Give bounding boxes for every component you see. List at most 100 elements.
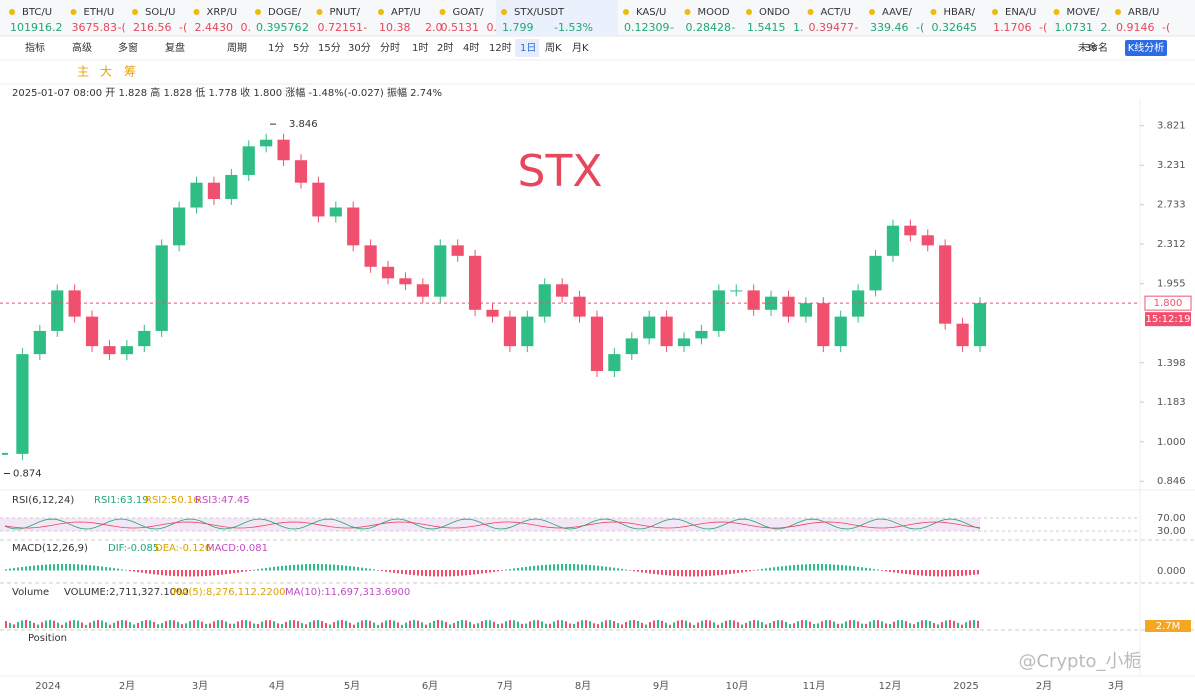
ticker-icon: [70, 9, 77, 15]
ticker-change[interactable]: 0.: [487, 21, 498, 34]
ticker-price[interactable]: 0.5131: [441, 21, 480, 34]
ticker-change[interactable]: -: [855, 21, 859, 34]
ticker-name[interactable]: SOL/U: [145, 7, 175, 18]
period-button[interactable]: 1时: [412, 42, 428, 54]
ticker-price[interactable]: 0.12309: [624, 21, 670, 34]
ticker-change[interactable]: -(: [179, 21, 187, 34]
macd-bar: [725, 570, 727, 575]
macd-bar: [141, 570, 143, 573]
low-label: 0.874: [13, 469, 42, 480]
ticker-change[interactable]: 0.: [241, 21, 252, 34]
volume-bar: [877, 620, 879, 628]
ticker-name[interactable]: HBAR/: [944, 7, 976, 18]
macd-bar: [877, 569, 879, 571]
macd-bar: [585, 564, 587, 571]
ticker-price[interactable]: 0.9146: [1116, 21, 1155, 34]
volume-bar: [757, 620, 759, 628]
analysis-label[interactable]: K线分析: [1128, 41, 1165, 54]
ticker-price[interactable]: 101916.2: [10, 21, 63, 34]
macd-bar: [657, 570, 659, 575]
period-button[interactable]: 2时: [437, 42, 453, 54]
macd-bar: [49, 564, 51, 571]
volume-bar: [725, 620, 727, 628]
ticker-change[interactable]: -(: [916, 21, 924, 34]
period-button[interactable]: 15分: [318, 42, 341, 54]
ticker-name[interactable]: PNUT/: [330, 7, 361, 18]
ticker-name[interactable]: BTC/U: [22, 7, 52, 18]
ticker-name[interactable]: KAS/U: [636, 7, 666, 18]
ticker-change[interactable]: -: [364, 21, 368, 34]
ticker-name[interactable]: ARB/U: [1128, 7, 1159, 18]
draw-tool[interactable]: 筹: [124, 65, 136, 79]
ticker-price[interactable]: 2.4430: [195, 21, 234, 34]
volume-bar: [897, 620, 899, 628]
ticker-name[interactable]: APT/U: [391, 7, 421, 18]
period-button[interactable]: 4时: [463, 42, 479, 54]
ticker-change[interactable]: -: [670, 21, 674, 34]
analysis-button[interactable]: [1125, 40, 1167, 56]
macd-bar: [269, 567, 271, 571]
draw-tool[interactable]: 主: [77, 65, 89, 79]
volume-bar: [749, 620, 751, 628]
ticker-name[interactable]: MOVE/: [1067, 7, 1100, 18]
volume-bar: [477, 623, 479, 628]
ticker-name[interactable]: ACT/U: [821, 7, 851, 18]
ticker-price[interactable]: 0.39477: [809, 21, 855, 34]
ticker-price[interactable]: 0.72151: [318, 21, 364, 34]
volume-bar: [769, 623, 771, 628]
macd-bar: [781, 566, 783, 571]
toolbar-button[interactable]: 复盘: [165, 41, 185, 54]
layout-name[interactable]: 未命名: [1078, 41, 1108, 54]
ticker-name[interactable]: ONDO: [759, 7, 790, 18]
ticker-price[interactable]: 0.28428: [686, 21, 732, 34]
toolbar-button[interactable]: 多窗: [118, 41, 138, 54]
ticker-price[interactable]: 1.5415: [747, 21, 786, 34]
period-button[interactable]: 周期: [227, 42, 247, 54]
period-button[interactable]: 12时: [489, 42, 512, 54]
ticker-price[interactable]: 339.46: [870, 21, 909, 34]
ticker-change[interactable]: 2.0: [425, 21, 443, 34]
ticker-price[interactable]: 3675.83: [72, 21, 118, 34]
ticker-price[interactable]: 216.56: [133, 21, 172, 34]
volume-bar: [693, 624, 695, 628]
ticker-name[interactable]: ENA/U: [1005, 7, 1036, 18]
period-button[interactable]: 1日: [520, 43, 536, 54]
ticker-change[interactable]: 2: [302, 21, 309, 34]
ticker-change[interactable]: -(: [118, 21, 126, 34]
ticker-name[interactable]: STX/USDT: [514, 7, 565, 18]
period-button[interactable]: 5分: [293, 42, 309, 54]
macd-bar: [73, 564, 75, 571]
period-button[interactable]: 周K: [545, 42, 562, 54]
ticker-price[interactable]: 10.38: [379, 21, 411, 34]
macd-bar: [437, 570, 439, 577]
period-button[interactable]: 30分: [348, 42, 371, 54]
refresh-rate[interactable]: 3s: [1085, 43, 1097, 54]
draw-tool[interactable]: 大: [100, 65, 112, 79]
ticker-change[interactable]: -(: [1039, 21, 1047, 34]
toolbar-button[interactable]: 指标: [25, 41, 45, 54]
toolbar-button[interactable]: 高级: [72, 41, 92, 54]
period-button[interactable]: 分时: [380, 42, 400, 54]
ticker-price[interactable]: 0.39576: [256, 21, 302, 34]
macd-bar: [29, 566, 31, 571]
ticker-name[interactable]: AAVE/: [882, 7, 912, 18]
ticker-price[interactable]: 0.32645: [932, 21, 978, 34]
ticker-change[interactable]: 1.: [793, 21, 804, 34]
candle: [468, 255, 482, 310]
ticker-name[interactable]: XRP/U: [207, 7, 238, 18]
ticker-change[interactable]: -: [732, 21, 736, 34]
ticker-price[interactable]: 1.0731: [1055, 21, 1094, 34]
ticker-price[interactable]: 1.1706: [993, 21, 1032, 34]
period-button[interactable]: 1分: [268, 42, 284, 54]
volume-bar: [653, 620, 655, 628]
period-button[interactable]: 月K: [572, 42, 589, 54]
ticker-price[interactable]: 1.799: [502, 21, 534, 34]
ticker-name[interactable]: MOOD: [698, 7, 730, 18]
ticker-name[interactable]: DOGE/: [268, 7, 302, 18]
ticker-name[interactable]: GOAT/: [453, 7, 485, 18]
ticker-change[interactable]: -1.53%: [554, 21, 593, 34]
ticker-change[interactable]: -(: [1162, 21, 1170, 34]
ticker-name[interactable]: ETH/U: [84, 7, 115, 18]
ticker-change[interactable]: 2.: [1101, 21, 1112, 34]
